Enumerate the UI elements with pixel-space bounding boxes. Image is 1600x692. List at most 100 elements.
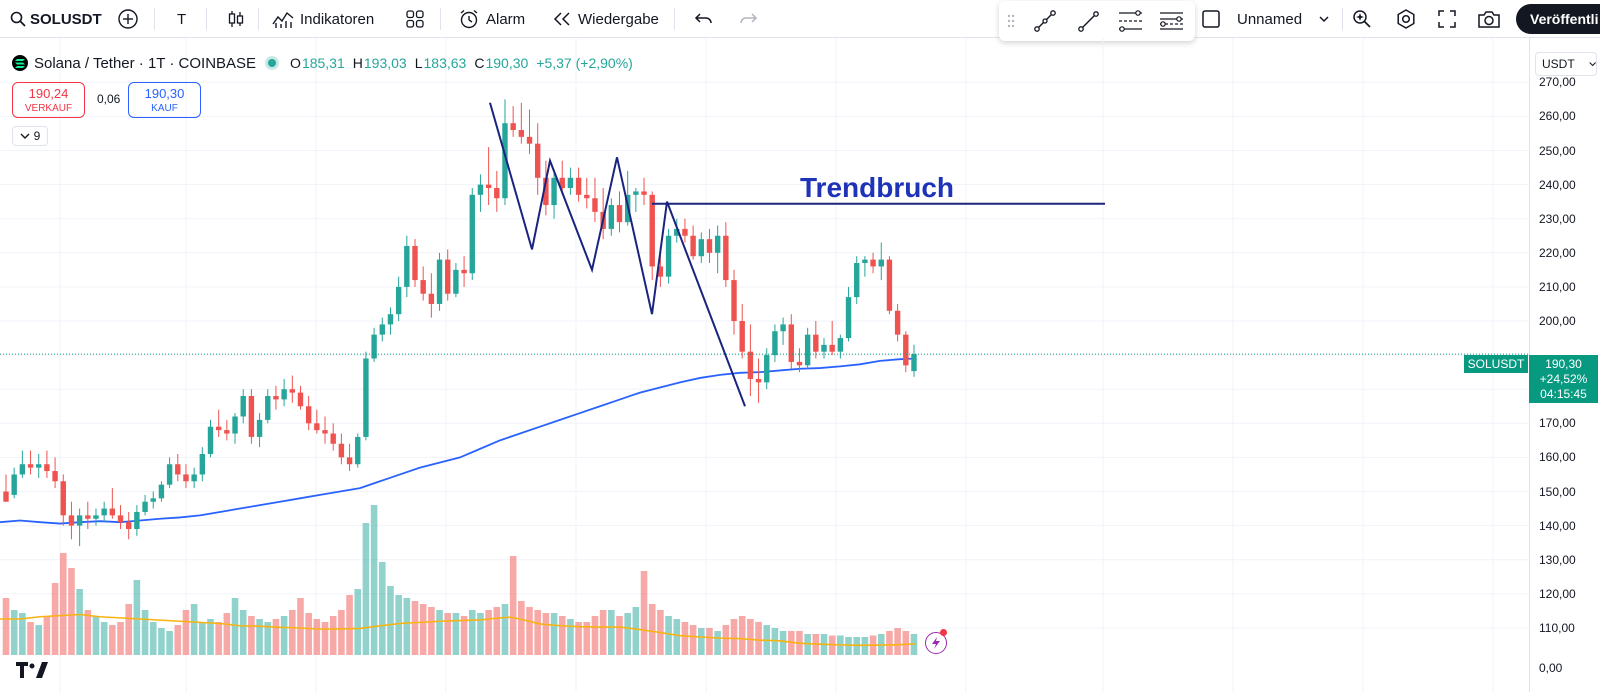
price-tick-label: 210,00 bbox=[1539, 279, 1576, 294]
toolbar-divider bbox=[440, 8, 441, 30]
candle-body bbox=[248, 396, 255, 437]
fib-extension-tool[interactable] bbox=[1157, 1, 1185, 41]
candle-body bbox=[837, 338, 844, 352]
publish-button[interactable]: Veröffentli bbox=[1516, 4, 1600, 34]
last-change: +24,52% bbox=[1539, 372, 1588, 386]
volume-bar bbox=[264, 622, 272, 655]
volume-bar bbox=[378, 562, 386, 655]
candle-body bbox=[559, 177, 565, 189]
price-chart[interactable] bbox=[0, 38, 1529, 692]
sell-button[interactable]: 190,24 VERKAUF bbox=[12, 82, 85, 118]
alarm-clock-icon bbox=[460, 9, 478, 29]
symbol-title[interactable]: Solana / Tether · 1T · COINBASE bbox=[34, 54, 257, 72]
candle-body bbox=[674, 228, 680, 236]
interval-button[interactable]: T bbox=[177, 0, 186, 38]
settings-button[interactable] bbox=[1395, 0, 1417, 38]
candle-body bbox=[420, 280, 426, 294]
volume-bar bbox=[59, 553, 67, 655]
volume-bar bbox=[575, 622, 582, 655]
volume-bar bbox=[256, 619, 263, 655]
candle-body bbox=[567, 177, 574, 189]
replay-button[interactable]: Wiedergabe bbox=[552, 0, 659, 38]
snapshot-button[interactable] bbox=[1477, 0, 1501, 38]
symbol-search-button[interactable]: SOLUSDT bbox=[10, 0, 102, 38]
alert-button[interactable]: Alarm bbox=[458, 0, 525, 38]
candle-body bbox=[207, 426, 214, 454]
trend-line-tool[interactable] bbox=[1033, 1, 1057, 41]
undo-button[interactable] bbox=[694, 0, 714, 38]
volume-bar bbox=[558, 616, 566, 655]
ray-line-icon bbox=[1078, 11, 1099, 32]
volume-bar bbox=[706, 628, 713, 655]
candle-body bbox=[788, 324, 794, 362]
moving-average-line bbox=[0, 357, 916, 525]
indicators-collapse-button[interactable]: 9 bbox=[12, 126, 48, 146]
volume-bar bbox=[321, 622, 329, 655]
volume-bar bbox=[501, 604, 509, 655]
candle-body bbox=[322, 430, 328, 434]
candle-body bbox=[3, 491, 9, 502]
fullscreen-button[interactable] bbox=[1437, 0, 1457, 38]
volume-bar bbox=[681, 622, 689, 655]
candle-body bbox=[575, 177, 582, 195]
candle-body bbox=[641, 191, 647, 195]
volume-bar bbox=[534, 610, 541, 655]
candle-body bbox=[772, 331, 778, 356]
symbol-label: SOLUSDT bbox=[30, 10, 102, 28]
volume-bar bbox=[280, 616, 288, 655]
candle-body bbox=[363, 358, 369, 437]
candle-body bbox=[657, 266, 664, 277]
chart-type-button[interactable] bbox=[226, 0, 246, 38]
tradingview-logo-icon[interactable] bbox=[16, 658, 50, 684]
redo-button[interactable] bbox=[738, 0, 758, 38]
quick-search-button[interactable] bbox=[1351, 0, 1373, 38]
compare-symbol-button[interactable] bbox=[117, 0, 139, 38]
volume-bar bbox=[329, 616, 337, 655]
layout-menu-button[interactable]: Unnamed bbox=[1201, 0, 1330, 38]
volume-bar bbox=[117, 622, 124, 655]
volume-bar bbox=[84, 610, 92, 655]
volume-bar bbox=[346, 595, 353, 655]
candle-body bbox=[518, 130, 525, 137]
volume-bar bbox=[730, 619, 738, 655]
volume-bar bbox=[19, 613, 26, 655]
volume-bar bbox=[166, 631, 173, 655]
candle-body bbox=[215, 426, 222, 431]
volume-bar bbox=[207, 619, 214, 655]
volume-bars bbox=[2, 505, 918, 655]
price-tick-label: 250,00 bbox=[1539, 143, 1576, 158]
buy-button[interactable]: 190,30 KAUF bbox=[128, 82, 201, 118]
candle-body bbox=[813, 334, 819, 352]
volume-bar bbox=[526, 607, 533, 655]
volume-bar bbox=[452, 613, 460, 655]
buy-price: 190,30 bbox=[144, 86, 185, 101]
volume-bar bbox=[509, 556, 517, 655]
volume-bar bbox=[109, 625, 116, 655]
notification-dot bbox=[940, 629, 947, 636]
candle-body bbox=[698, 239, 704, 257]
currency-select[interactable]: USDT bbox=[1535, 52, 1597, 76]
drawings-layer[interactable] bbox=[489, 102, 1105, 407]
solana-logo-icon bbox=[12, 55, 28, 71]
chevron-down-icon bbox=[20, 133, 30, 139]
camera-icon bbox=[1478, 11, 1500, 28]
ray-tool[interactable] bbox=[1077, 1, 1101, 41]
volume-bar bbox=[591, 616, 599, 655]
drag-handle[interactable] bbox=[1007, 1, 1015, 41]
indicators-button[interactable]: Indikatoren bbox=[272, 0, 374, 38]
volume-bar bbox=[76, 589, 83, 655]
volume-bar bbox=[419, 604, 427, 655]
price-tick-label: 240,00 bbox=[1539, 177, 1576, 192]
candle-body bbox=[314, 423, 320, 431]
lightning-icon[interactable] bbox=[925, 632, 947, 654]
templates-button[interactable] bbox=[405, 0, 425, 38]
volume-bar bbox=[518, 601, 525, 655]
volume-bar bbox=[354, 589, 362, 655]
fib-retracement-tool[interactable] bbox=[1116, 1, 1144, 41]
candle-body bbox=[862, 259, 868, 264]
candle-body bbox=[44, 464, 50, 472]
price-tick-label: 110,00 bbox=[1539, 620, 1575, 635]
volume-bar bbox=[149, 622, 157, 655]
trendbruch-annotation[interactable]: Trendbruch bbox=[800, 172, 955, 203]
drawing-favorites-panel bbox=[999, 1, 1195, 41]
